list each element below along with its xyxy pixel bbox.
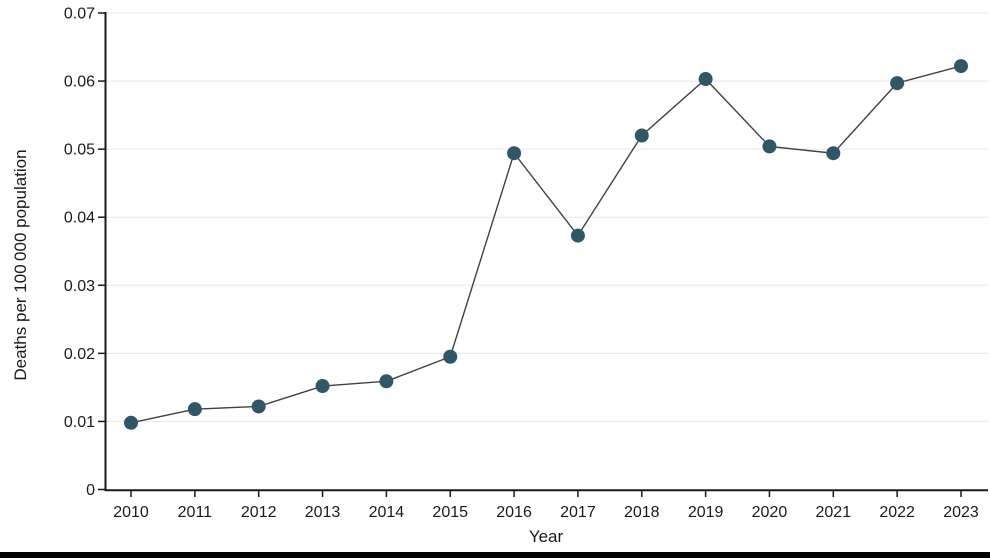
y-tick-label: 0 — [86, 482, 95, 499]
y-tick-label: 0.05 — [64, 142, 95, 159]
series-line — [130, 65, 962, 424]
y-tick-label: 0.02 — [64, 346, 95, 363]
x-tick-label: 2012 — [241, 504, 277, 521]
data-point-2016 — [507, 146, 522, 161]
x-tick-label: 2014 — [369, 504, 405, 521]
y-tick-label: 0.01 — [64, 414, 95, 431]
data-point-2015 — [443, 349, 458, 364]
data-point-2011 — [187, 402, 202, 417]
x-tick-label: 2016 — [496, 504, 532, 521]
data-point-2010 — [124, 415, 138, 430]
data-point-2019 — [698, 72, 713, 87]
x-tick-label: 2022 — [879, 504, 915, 521]
y-tick-label: 0.06 — [64, 74, 95, 91]
data-point-2023 — [954, 59, 968, 74]
y-tick-label: 0.03 — [64, 278, 95, 295]
y-axis-title: Deaths per 100 000 population — [11, 149, 30, 381]
data-point-2014 — [379, 374, 394, 389]
figure-bottom-rule — [0, 552, 990, 558]
y-tick-label: 0.07 — [64, 6, 95, 23]
y-tick-label: 0.04 — [64, 210, 95, 227]
x-tick-label: 2010 — [113, 504, 149, 521]
x-axis-title: Year — [528, 527, 564, 546]
x-tick-label: 2018 — [624, 504, 660, 521]
x-tick-label: 2023 — [943, 504, 979, 521]
x-tick-label: 2020 — [752, 504, 788, 521]
x-tick-label: 2019 — [688, 504, 724, 521]
data-point-2012 — [251, 399, 266, 414]
data-point-2020 — [762, 139, 777, 154]
data-point-2018 — [634, 128, 649, 143]
x-tick-label: 2013 — [305, 504, 341, 521]
data-point-2013 — [315, 379, 330, 394]
x-tick-label: 2021 — [816, 504, 852, 521]
x-tick-label: 2015 — [432, 504, 468, 521]
x-tick-label: 2011 — [178, 504, 213, 521]
data-point-2022 — [890, 76, 905, 91]
data-point-2017 — [570, 228, 585, 243]
data-point-2021 — [826, 146, 841, 161]
x-tick-label: 2017 — [560, 504, 596, 521]
